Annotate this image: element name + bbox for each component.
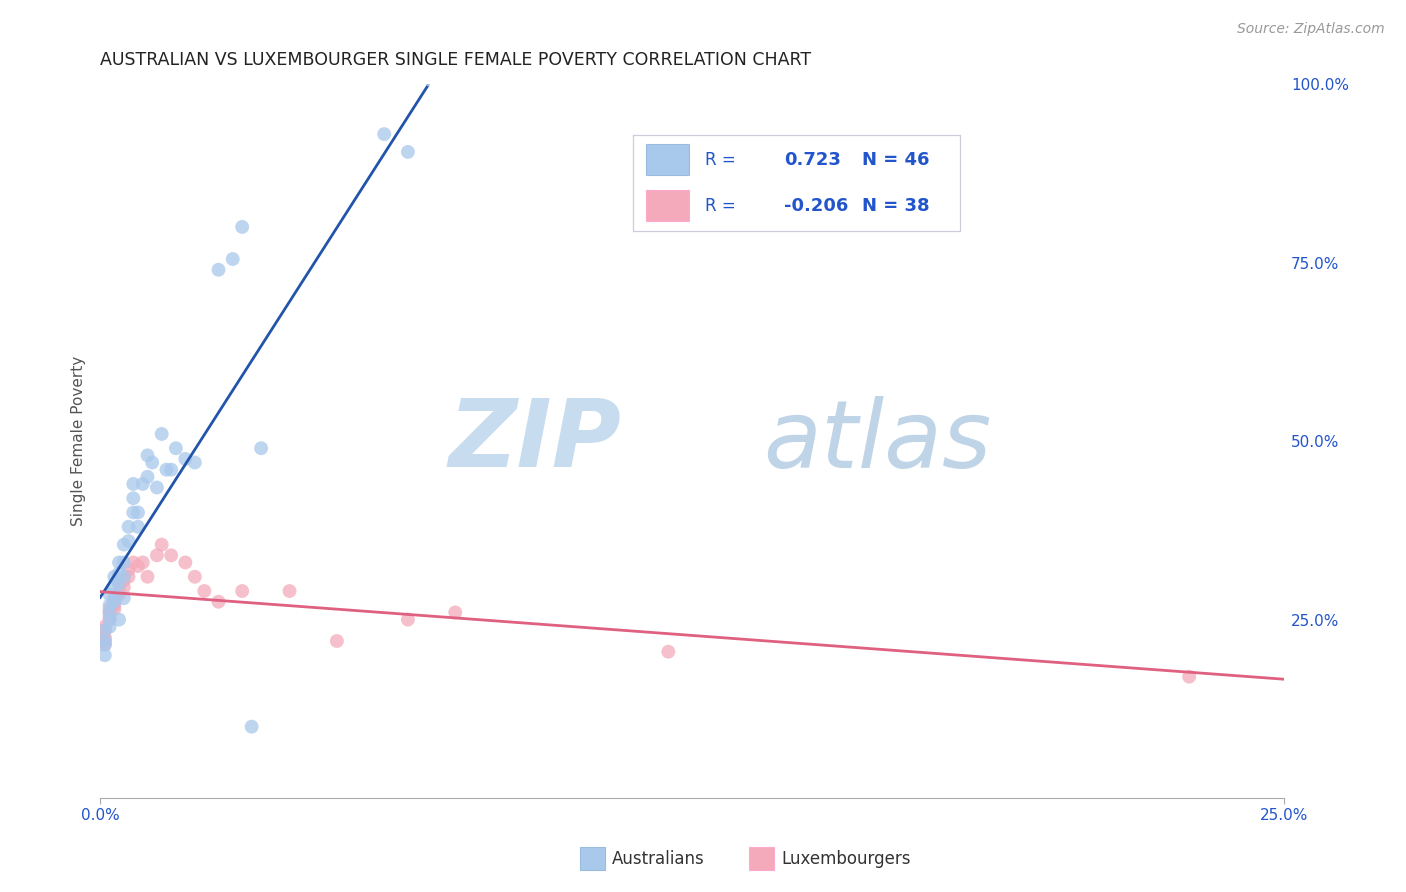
Point xyxy=(117,520,139,534)
Point xyxy=(103,591,125,606)
Point xyxy=(231,219,253,234)
Point xyxy=(98,599,121,613)
Point xyxy=(112,591,135,606)
Point xyxy=(136,570,159,584)
Point xyxy=(103,595,125,609)
Point xyxy=(98,602,121,616)
Point xyxy=(396,145,419,159)
Point xyxy=(108,566,131,581)
Point xyxy=(112,574,135,588)
Point xyxy=(98,620,121,634)
Point xyxy=(174,556,197,570)
Point xyxy=(136,449,159,463)
Point xyxy=(184,570,207,584)
Point xyxy=(94,624,117,638)
Point xyxy=(103,591,125,606)
Point xyxy=(94,631,117,645)
Text: R =: R = xyxy=(706,151,737,169)
Text: N = 38: N = 38 xyxy=(862,196,929,215)
Point xyxy=(98,588,121,602)
Point xyxy=(108,556,131,570)
Text: 0.723: 0.723 xyxy=(783,151,841,169)
FancyBboxPatch shape xyxy=(647,190,689,221)
Point xyxy=(112,570,135,584)
Point xyxy=(94,624,117,638)
Y-axis label: Single Female Poverty: Single Female Poverty xyxy=(72,356,86,526)
Point xyxy=(1178,670,1201,684)
Point xyxy=(146,549,169,563)
Text: N = 46: N = 46 xyxy=(862,151,929,169)
Point xyxy=(98,606,121,620)
Point xyxy=(174,452,197,467)
Point xyxy=(108,588,131,602)
Point xyxy=(103,581,125,595)
Point xyxy=(396,613,419,627)
Text: ZIP: ZIP xyxy=(449,395,621,487)
Point xyxy=(141,456,163,470)
Point xyxy=(132,556,155,570)
Point xyxy=(108,577,131,591)
Point xyxy=(127,520,149,534)
Point xyxy=(117,563,139,577)
Text: Source: ZipAtlas.com: Source: ZipAtlas.com xyxy=(1237,22,1385,37)
Point xyxy=(127,506,149,520)
Point xyxy=(132,477,155,491)
Point xyxy=(122,506,145,520)
Point xyxy=(103,570,125,584)
Point xyxy=(657,645,679,659)
Point xyxy=(112,556,135,570)
Text: R =: R = xyxy=(706,196,737,215)
Point xyxy=(146,481,169,495)
Point xyxy=(150,538,173,552)
Point xyxy=(150,426,173,441)
Point xyxy=(98,613,121,627)
Point xyxy=(103,602,125,616)
Point xyxy=(373,127,395,141)
Point xyxy=(278,584,301,599)
Point xyxy=(160,463,183,477)
Point xyxy=(122,556,145,570)
Point xyxy=(108,584,131,599)
Point xyxy=(117,570,139,584)
Point xyxy=(160,549,183,563)
Point xyxy=(94,634,117,648)
Point xyxy=(117,534,139,549)
Point xyxy=(193,584,215,599)
Point xyxy=(108,577,131,591)
Point xyxy=(444,606,467,620)
Point xyxy=(94,638,117,652)
Point xyxy=(127,559,149,574)
Point xyxy=(94,634,117,648)
Point xyxy=(184,456,207,470)
Point xyxy=(207,262,229,277)
Point xyxy=(112,581,135,595)
Point xyxy=(103,595,125,609)
Point xyxy=(112,538,135,552)
Point xyxy=(108,613,131,627)
Point xyxy=(165,442,187,456)
Point xyxy=(207,595,229,609)
Point xyxy=(122,477,145,491)
FancyBboxPatch shape xyxy=(647,145,689,175)
Point xyxy=(98,609,121,624)
Point xyxy=(94,648,117,663)
Text: atlas: atlas xyxy=(763,395,991,487)
Text: Luxembourgers: Luxembourgers xyxy=(782,849,911,868)
Point xyxy=(94,638,117,652)
Point xyxy=(98,606,121,620)
Point xyxy=(122,491,145,506)
Text: AUSTRALIAN VS LUXEMBOURGER SINGLE FEMALE POVERTY CORRELATION CHART: AUSTRALIAN VS LUXEMBOURGER SINGLE FEMALE… xyxy=(100,51,811,69)
Point xyxy=(94,620,117,634)
Text: Australians: Australians xyxy=(613,849,704,868)
Text: -0.206: -0.206 xyxy=(783,196,848,215)
Point xyxy=(222,252,245,266)
Point xyxy=(231,584,253,599)
Point xyxy=(250,442,273,456)
Point xyxy=(98,613,121,627)
Point xyxy=(240,720,263,734)
Point xyxy=(155,463,177,477)
Point xyxy=(326,634,349,648)
Point xyxy=(103,599,125,613)
Point xyxy=(136,470,159,484)
